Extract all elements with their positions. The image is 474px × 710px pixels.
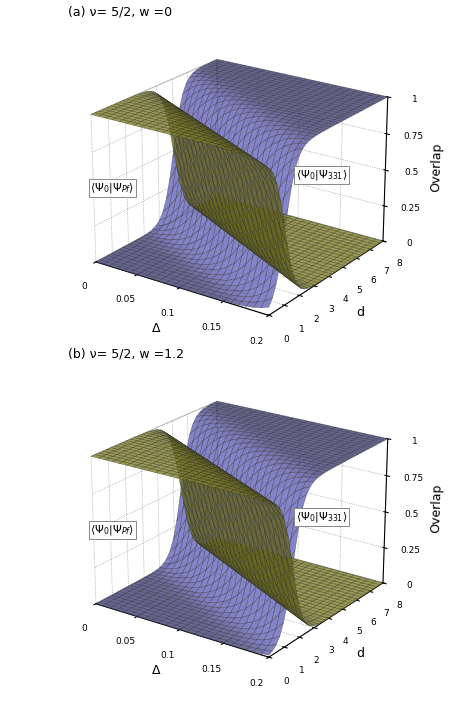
Text: (a) ν= 5/2, w =0: (a) ν= 5/2, w =0: [68, 6, 172, 18]
Text: $\langle\Psi_0|\Psi_{Pf}\rangle$: $\langle\Psi_0|\Psi_{Pf}\rangle$: [91, 523, 135, 537]
Text: $\langle\Psi_0|\Psi_{331}\rangle$: $\langle\Psi_0|\Psi_{331}\rangle$: [296, 510, 347, 524]
Text: $\langle\Psi_0|\Psi_{331}\rangle$: $\langle\Psi_0|\Psi_{331}\rangle$: [296, 168, 347, 182]
Y-axis label: d: d: [356, 648, 365, 660]
Y-axis label: d: d: [356, 305, 365, 319]
X-axis label: Δ: Δ: [152, 322, 161, 334]
X-axis label: Δ: Δ: [152, 664, 161, 677]
Text: $\langle\Psi_0|\Psi_{Pf}\rangle$: $\langle\Psi_0|\Psi_{Pf}\rangle$: [91, 181, 135, 195]
Text: (b) ν= 5/2, w =1.2: (b) ν= 5/2, w =1.2: [68, 348, 184, 361]
